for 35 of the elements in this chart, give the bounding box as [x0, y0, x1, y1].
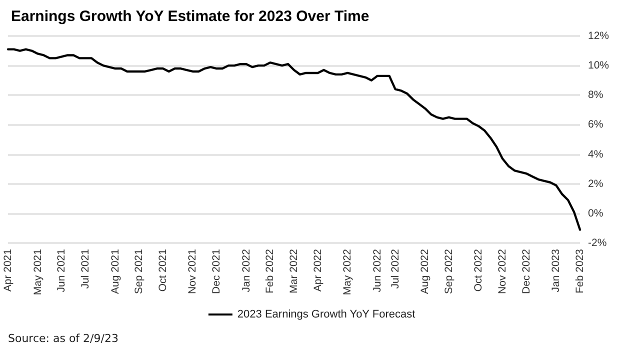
x-tick-label: Aug 2022 [419, 248, 432, 294]
y-tick-label: 12% [588, 30, 610, 42]
y-tick-label: 4% [588, 148, 604, 160]
x-tick-label: Jun 2021 [56, 248, 68, 292]
x-tick-label: Feb 2022 [264, 248, 276, 294]
x-tick-label: Feb 2023 [574, 248, 586, 294]
x-tick-label: Jan 2022 [240, 248, 252, 292]
x-tick-label: Mar 2022 [288, 248, 300, 294]
x-tick-label: Nov 2022 [496, 248, 509, 294]
x-tick-label: Oct 2021 [156, 248, 169, 292]
x-tick-label: Sep 2022 [442, 248, 455, 294]
x-tick-label: Dec 2021 [210, 248, 223, 294]
x-tick-label: Oct 2022 [472, 248, 485, 292]
x-tick-label: Jul 2021 [79, 248, 92, 289]
x-tick-label: Jan 2023 [550, 248, 562, 292]
chart-title: Earnings Growth YoY Estimate for 2023 Over Time [11, 8, 370, 25]
line-series [6, 48, 582, 231]
x-tick-label: Sep 2021 [133, 248, 146, 294]
x-tick-label: Jul 2022 [389, 248, 402, 289]
x-tick-label: Aug 2021 [109, 248, 122, 294]
y-tick-label: 6% [588, 118, 604, 131]
x-tick-label: May 2022 [342, 248, 354, 296]
y-tick-label: 10% [588, 60, 610, 72]
x-tick-label: Apr 2022 [312, 248, 324, 292]
x-tick-label: May 2021 [32, 248, 44, 296]
legend-label: 2023 Earnings Growth YoY Forecast [237, 308, 416, 320]
y-tick-label: 0% [588, 207, 604, 220]
source-note: Source: as of 2/9/23 [8, 332, 118, 345]
y-tick-label: 8% [588, 89, 604, 102]
x-tick-label: Apr 2021 [2, 248, 14, 292]
x-tick-label: Jun 2022 [371, 248, 384, 292]
x-tick-label: Dec 2022 [520, 248, 532, 294]
y-tick-label: 2% [588, 178, 604, 190]
y-tick-label: -2% [588, 237, 607, 249]
x-tick-label: Nov 2021 [186, 248, 199, 294]
